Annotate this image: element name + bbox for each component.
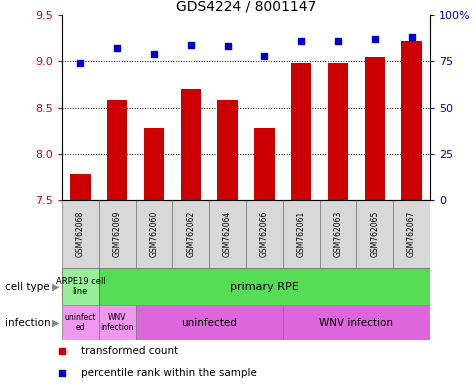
Bar (144, 128, 164, 384)
Bar (254, 128, 275, 384)
Text: uninfected: uninfected (181, 318, 237, 328)
Text: GSM762068: GSM762068 (76, 211, 85, 257)
Point (408, 34, 416, 40)
Bar (135, 305, 283, 340)
Title: GDS4224 / 8001147: GDS4224 / 8001147 (176, 0, 316, 14)
Text: WNV
infection: WNV infection (100, 313, 134, 332)
Text: GSM762065: GSM762065 (370, 211, 380, 257)
Bar (246, 200, 283, 268)
Bar (401, 41, 422, 384)
Point (371, 36, 379, 42)
Text: GSM762064: GSM762064 (223, 211, 232, 257)
Bar (328, 63, 348, 384)
Bar (209, 200, 246, 268)
Text: GSM762060: GSM762060 (150, 211, 159, 257)
Text: GSM762066: GSM762066 (260, 211, 269, 257)
Point (334, 38, 342, 44)
Point (150, 51, 158, 57)
Bar (107, 100, 127, 384)
Text: primary RPE: primary RPE (230, 281, 299, 291)
Bar (218, 100, 238, 384)
Text: GSM762062: GSM762062 (186, 211, 195, 257)
Text: GSM762061: GSM762061 (297, 211, 306, 257)
Text: ▶: ▶ (52, 281, 60, 291)
Bar (291, 63, 311, 384)
Bar (180, 89, 201, 384)
Text: ARPE19 cell
line: ARPE19 cell line (56, 277, 105, 296)
Point (114, 45, 121, 51)
Bar (62, 268, 99, 305)
Text: uninfect
ed: uninfect ed (65, 313, 96, 332)
Bar (99, 200, 135, 268)
Bar (70, 174, 91, 384)
Point (76, 60, 84, 66)
Text: percentile rank within the sample: percentile rank within the sample (81, 368, 256, 378)
Bar (283, 200, 320, 268)
Bar (393, 200, 430, 268)
Bar (135, 200, 172, 268)
Bar (283, 305, 430, 340)
Text: cell type: cell type (5, 281, 49, 291)
Text: GSM762067: GSM762067 (407, 211, 416, 257)
Bar (99, 305, 135, 340)
Point (224, 43, 231, 50)
Bar (320, 200, 356, 268)
Point (261, 53, 268, 59)
Text: WNV infection: WNV infection (319, 318, 393, 328)
Text: GSM762063: GSM762063 (333, 211, 342, 257)
Bar (62, 200, 99, 268)
Text: GSM762069: GSM762069 (113, 211, 122, 257)
Text: infection: infection (5, 318, 50, 328)
Text: transformed count: transformed count (81, 346, 178, 356)
Bar (365, 56, 385, 384)
Point (187, 41, 195, 48)
Bar (62, 305, 99, 340)
Bar (172, 200, 209, 268)
Point (297, 38, 305, 44)
Text: ▶: ▶ (52, 318, 60, 328)
Bar (356, 200, 393, 268)
